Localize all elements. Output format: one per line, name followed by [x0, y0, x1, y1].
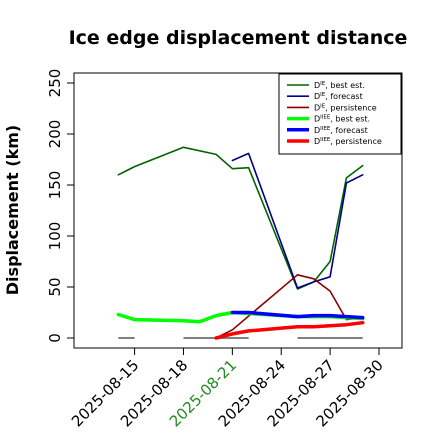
y-axis-label: Displacement (km): [3, 125, 22, 295]
series-line-4: [230, 310, 365, 320]
legend-label: DIIEE, forecast: [314, 126, 368, 135]
y-tick-label: 50: [46, 277, 64, 296]
y-axis: 0 50 100 150 200 250: [46, 69, 75, 343]
legend-label: DIIEE, persistence: [314, 137, 382, 146]
y-tick-label: 250: [46, 69, 64, 98]
y-tick-label: 100: [46, 222, 64, 251]
series-group: [116, 146, 365, 340]
legend-label: DIE, best est.: [314, 81, 365, 90]
series-line-1: [231, 152, 364, 289]
chart-title: Ice edge displacement distance: [69, 27, 408, 49]
legend: DIE, best est. DIE, forecast DIE, persiste…: [278, 73, 402, 155]
x-axis: 2025-08-152025-08-182025-08-212025-08-24…: [68, 347, 387, 430]
y-tick-label: 0: [46, 333, 64, 343]
legend-label: DIE, forecast: [314, 92, 363, 101]
legend-label: DIIEE, best est.: [314, 115, 370, 124]
legend-label: DIE, persistence: [314, 103, 377, 112]
series-line-0: [117, 146, 364, 290]
y-tick-label: 150: [46, 171, 64, 200]
y-tick-label: 200: [46, 120, 64, 149]
series-line-2: [215, 273, 364, 339]
series-line-5: [214, 320, 365, 340]
